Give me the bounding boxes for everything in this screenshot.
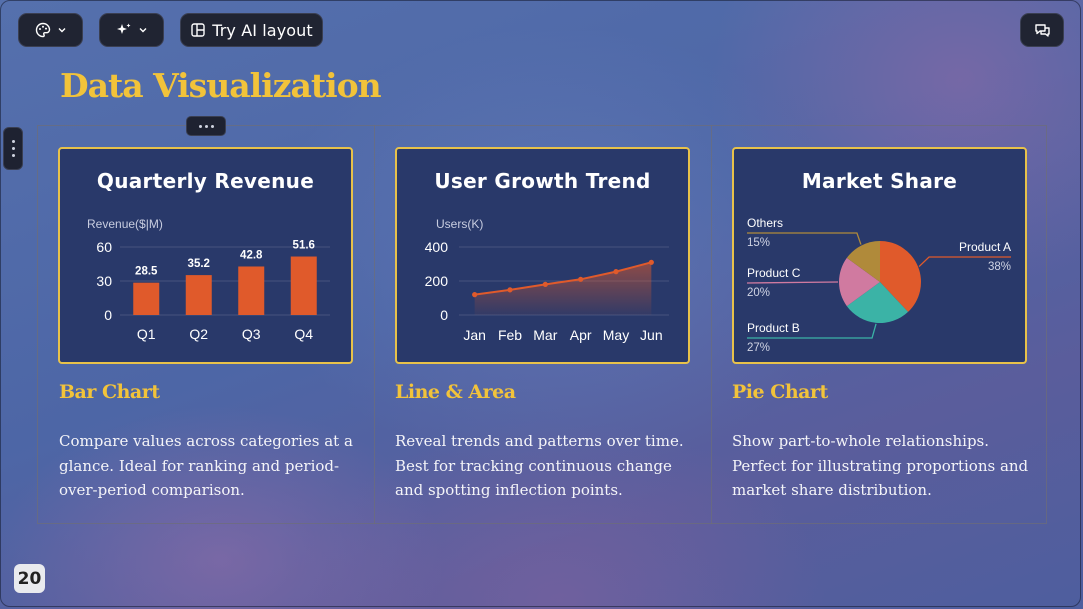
content-grid xyxy=(37,125,1047,524)
slice-percent: 15% xyxy=(747,237,770,249)
layout-icon xyxy=(190,22,206,38)
line-chart-card[interactable]: User Growth Trend Users(K) 0 200 400 Jan Feb M… xyxy=(395,147,690,364)
x-tick-label: Feb xyxy=(498,327,522,343)
bar-chart-card[interactable]: Quarterly Revenue Revenue($|M) 0 30 60 28.5 Q… xyxy=(58,147,353,364)
ai-menu-button[interactable] xyxy=(99,13,164,47)
x-tick-label: Apr xyxy=(570,327,592,343)
x-tick-label: Jan xyxy=(463,327,486,343)
slice-label: Product A xyxy=(959,240,1011,254)
data-point xyxy=(472,292,478,298)
bar xyxy=(290,256,317,315)
bar xyxy=(185,275,212,315)
try-ai-layout-label: Try AI layout xyxy=(212,20,313,40)
leader-line xyxy=(747,232,862,245)
bar xyxy=(133,282,160,315)
y-tick-label: 0 xyxy=(440,307,448,323)
y-tick-label: 0 xyxy=(104,307,112,323)
slide-title: Data Visualization xyxy=(60,66,382,105)
slice-percent: 38% xyxy=(988,261,1011,273)
y-tick-label: 30 xyxy=(96,273,112,289)
data-label: 35.2 xyxy=(188,258,210,270)
chart-title: Quarterly Revenue xyxy=(96,169,315,193)
data-point xyxy=(542,281,548,287)
pie-chart: Product A 38% Product B 27% Product C 20% Othe… xyxy=(746,216,1011,354)
pie-slice xyxy=(880,241,921,312)
section-description-pie: Show part-to-whole relationships. Perfec… xyxy=(732,432,1029,499)
bar-chart: Revenue($|M) 0 30 60 28.5 Q1 35.2 Q2 42.8 Q3 51.6 Q… xyxy=(87,217,330,342)
leader-line xyxy=(747,323,877,339)
y-tick-label: 400 xyxy=(425,239,449,255)
data-point xyxy=(578,276,584,282)
x-tick-label: Q4 xyxy=(294,326,313,342)
area-chart: Users(K) 0 200 400 Jan Feb Mar Apr May Jun xyxy=(425,217,669,343)
area-fill xyxy=(474,262,652,315)
chart-title: User Growth Trend xyxy=(434,169,651,193)
chevron-down-icon xyxy=(57,25,67,35)
drag-handle-side[interactable] xyxy=(3,127,23,170)
leader-line xyxy=(918,256,1011,268)
column-divider xyxy=(711,125,712,524)
drag-handle-top[interactable] xyxy=(186,116,226,136)
pie-chart-card[interactable]: Market Share Product A 38% Product B 27% Pro… xyxy=(732,147,1027,364)
x-tick-label: May xyxy=(603,327,629,343)
data-point xyxy=(507,287,513,293)
slice-label: Others xyxy=(747,216,783,230)
chevron-down-icon xyxy=(138,25,148,35)
try-ai-layout-button[interactable]: Try AI layout xyxy=(180,13,323,47)
bar xyxy=(238,266,265,315)
palette-icon xyxy=(35,22,51,38)
data-label: 28.5 xyxy=(135,266,158,278)
data-point xyxy=(613,269,619,275)
comment-icon xyxy=(1034,22,1051,38)
data-label: 42.8 xyxy=(240,249,263,261)
x-tick-label: Mar xyxy=(533,327,557,343)
data-label: 51.6 xyxy=(293,240,315,252)
slice-label: Product B xyxy=(747,321,800,335)
pie-slice xyxy=(846,282,909,323)
pie-slice xyxy=(846,241,880,282)
x-tick-label: Q3 xyxy=(242,326,261,342)
theme-menu-button[interactable] xyxy=(18,13,83,47)
comments-button[interactable] xyxy=(1020,13,1064,47)
section-heading-bar: Bar Chart xyxy=(59,381,160,403)
slice-percent: 20% xyxy=(747,287,770,299)
slice-percent: 27% xyxy=(747,342,770,354)
section-description-line: Reveal trends and patterns over time. Be… xyxy=(395,432,684,499)
x-tick-label: Q1 xyxy=(137,326,156,342)
y-tick-label: 200 xyxy=(425,273,449,289)
y-axis-label: Users(K) xyxy=(436,217,483,231)
y-axis-label: Revenue($|M) xyxy=(87,217,163,231)
chart-title: Market Share xyxy=(801,169,958,193)
column-divider xyxy=(374,125,375,524)
x-tick-label: Jun xyxy=(640,327,663,343)
data-point xyxy=(648,259,654,265)
section-heading-pie: Pie Chart xyxy=(732,381,828,403)
leader-line xyxy=(746,281,839,284)
pie-slice xyxy=(839,257,880,307)
x-tick-label: Q2 xyxy=(189,326,208,342)
y-tick-label: 60 xyxy=(96,239,112,255)
section-heading-line: Line & Area xyxy=(395,381,516,403)
sparkles-icon xyxy=(116,22,132,38)
slice-label: Product C xyxy=(747,266,801,280)
series-line xyxy=(474,261,652,296)
page-number: 20 xyxy=(14,564,45,593)
section-description-bar: Compare values across categories at a gl… xyxy=(59,432,353,499)
